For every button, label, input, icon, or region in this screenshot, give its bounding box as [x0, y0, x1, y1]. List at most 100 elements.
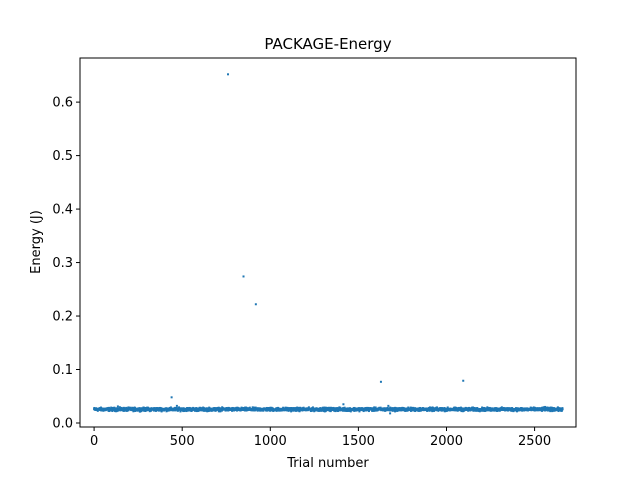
data-point — [311, 406, 314, 409]
data-point — [532, 406, 535, 409]
data-point — [511, 407, 514, 410]
data-point — [167, 407, 170, 410]
data-point — [362, 408, 365, 411]
data-point — [552, 407, 555, 410]
data-point — [379, 406, 382, 409]
data-point — [191, 409, 194, 412]
data-point — [372, 409, 375, 412]
data-point — [549, 406, 552, 409]
data-point — [393, 408, 396, 411]
data-point — [323, 410, 326, 413]
data-point — [561, 407, 564, 410]
data-point — [514, 407, 517, 410]
data-point — [116, 405, 119, 408]
data-point — [441, 407, 444, 410]
data-point — [446, 406, 449, 409]
data-point — [409, 409, 412, 412]
data-point — [362, 410, 365, 413]
x-axis-label: Trial number — [286, 456, 369, 471]
data-point — [367, 410, 370, 413]
data-point — [256, 409, 259, 412]
data-point — [387, 404, 390, 407]
data-point — [225, 407, 228, 410]
data-point — [560, 409, 563, 412]
data-point — [307, 406, 310, 409]
data-point — [174, 409, 177, 412]
data-point — [281, 409, 284, 412]
data-point — [277, 406, 280, 409]
y-axis-label: Energy (J) — [29, 210, 44, 274]
data-point — [411, 406, 414, 409]
data-point — [245, 406, 248, 409]
data-point — [304, 409, 307, 412]
data-point — [502, 406, 505, 409]
data-points — [93, 73, 564, 415]
plot-frame — [79, 57, 577, 428]
data-point — [465, 407, 468, 410]
data-point — [458, 406, 461, 409]
data-point — [148, 410, 151, 413]
data-point — [242, 275, 245, 278]
data-point — [389, 406, 392, 409]
data-point — [133, 407, 136, 410]
data-point — [324, 410, 327, 413]
data-point — [170, 396, 173, 399]
data-point — [288, 407, 291, 410]
data-point — [175, 404, 178, 407]
data-point — [282, 406, 285, 409]
data-point — [346, 409, 349, 412]
data-point — [462, 379, 465, 382]
data-point — [139, 410, 142, 413]
y-tick-label: 0.1 — [52, 363, 73, 378]
data-point — [516, 409, 519, 412]
data-point — [138, 407, 141, 410]
data-point — [489, 407, 492, 410]
data-point — [144, 407, 147, 410]
data-point — [379, 380, 382, 383]
data-point — [142, 409, 145, 412]
data-point — [481, 406, 484, 409]
x-tick-label: 500 — [170, 434, 195, 449]
y-tick-label: 0.0 — [52, 416, 73, 431]
data-point — [302, 406, 305, 409]
data-point — [544, 405, 547, 408]
x-axis: 0 500 1000 1500 2000 2500 — [90, 427, 551, 449]
data-point — [133, 408, 136, 411]
y-tick-label: 0.6 — [52, 96, 73, 111]
data-point — [142, 406, 145, 409]
data-point — [206, 410, 209, 413]
y-axis: 0.0 0.1 0.2 0.3 0.4 0.5 0.6 — [52, 96, 80, 431]
data-point — [537, 409, 540, 412]
data-point — [419, 406, 422, 409]
data-point — [96, 409, 99, 412]
y-tick-label: 0.3 — [52, 256, 73, 271]
data-point — [542, 406, 545, 409]
data-point — [339, 406, 342, 409]
data-point — [476, 407, 479, 410]
data-point — [254, 409, 257, 412]
x-tick-label: 0 — [90, 434, 98, 449]
data-point — [118, 406, 121, 409]
data-point — [108, 406, 111, 409]
data-point — [432, 409, 435, 412]
x-tick-label: 1500 — [342, 434, 375, 449]
data-point — [365, 406, 368, 409]
x-tick-label: 1000 — [254, 434, 287, 449]
data-point — [435, 406, 438, 409]
chart-title: PACKAGE-Energy — [264, 35, 391, 53]
data-point — [132, 410, 135, 413]
x-tick-label: 2500 — [518, 434, 551, 449]
data-point — [194, 409, 197, 412]
data-point — [437, 409, 440, 412]
data-point — [471, 406, 474, 409]
data-point — [254, 303, 257, 306]
data-point — [306, 407, 309, 410]
data-point — [188, 406, 191, 409]
data-point — [336, 410, 339, 413]
data-point — [227, 73, 230, 76]
data-point — [367, 406, 370, 409]
data-point — [356, 409, 359, 412]
data-point — [115, 407, 118, 410]
